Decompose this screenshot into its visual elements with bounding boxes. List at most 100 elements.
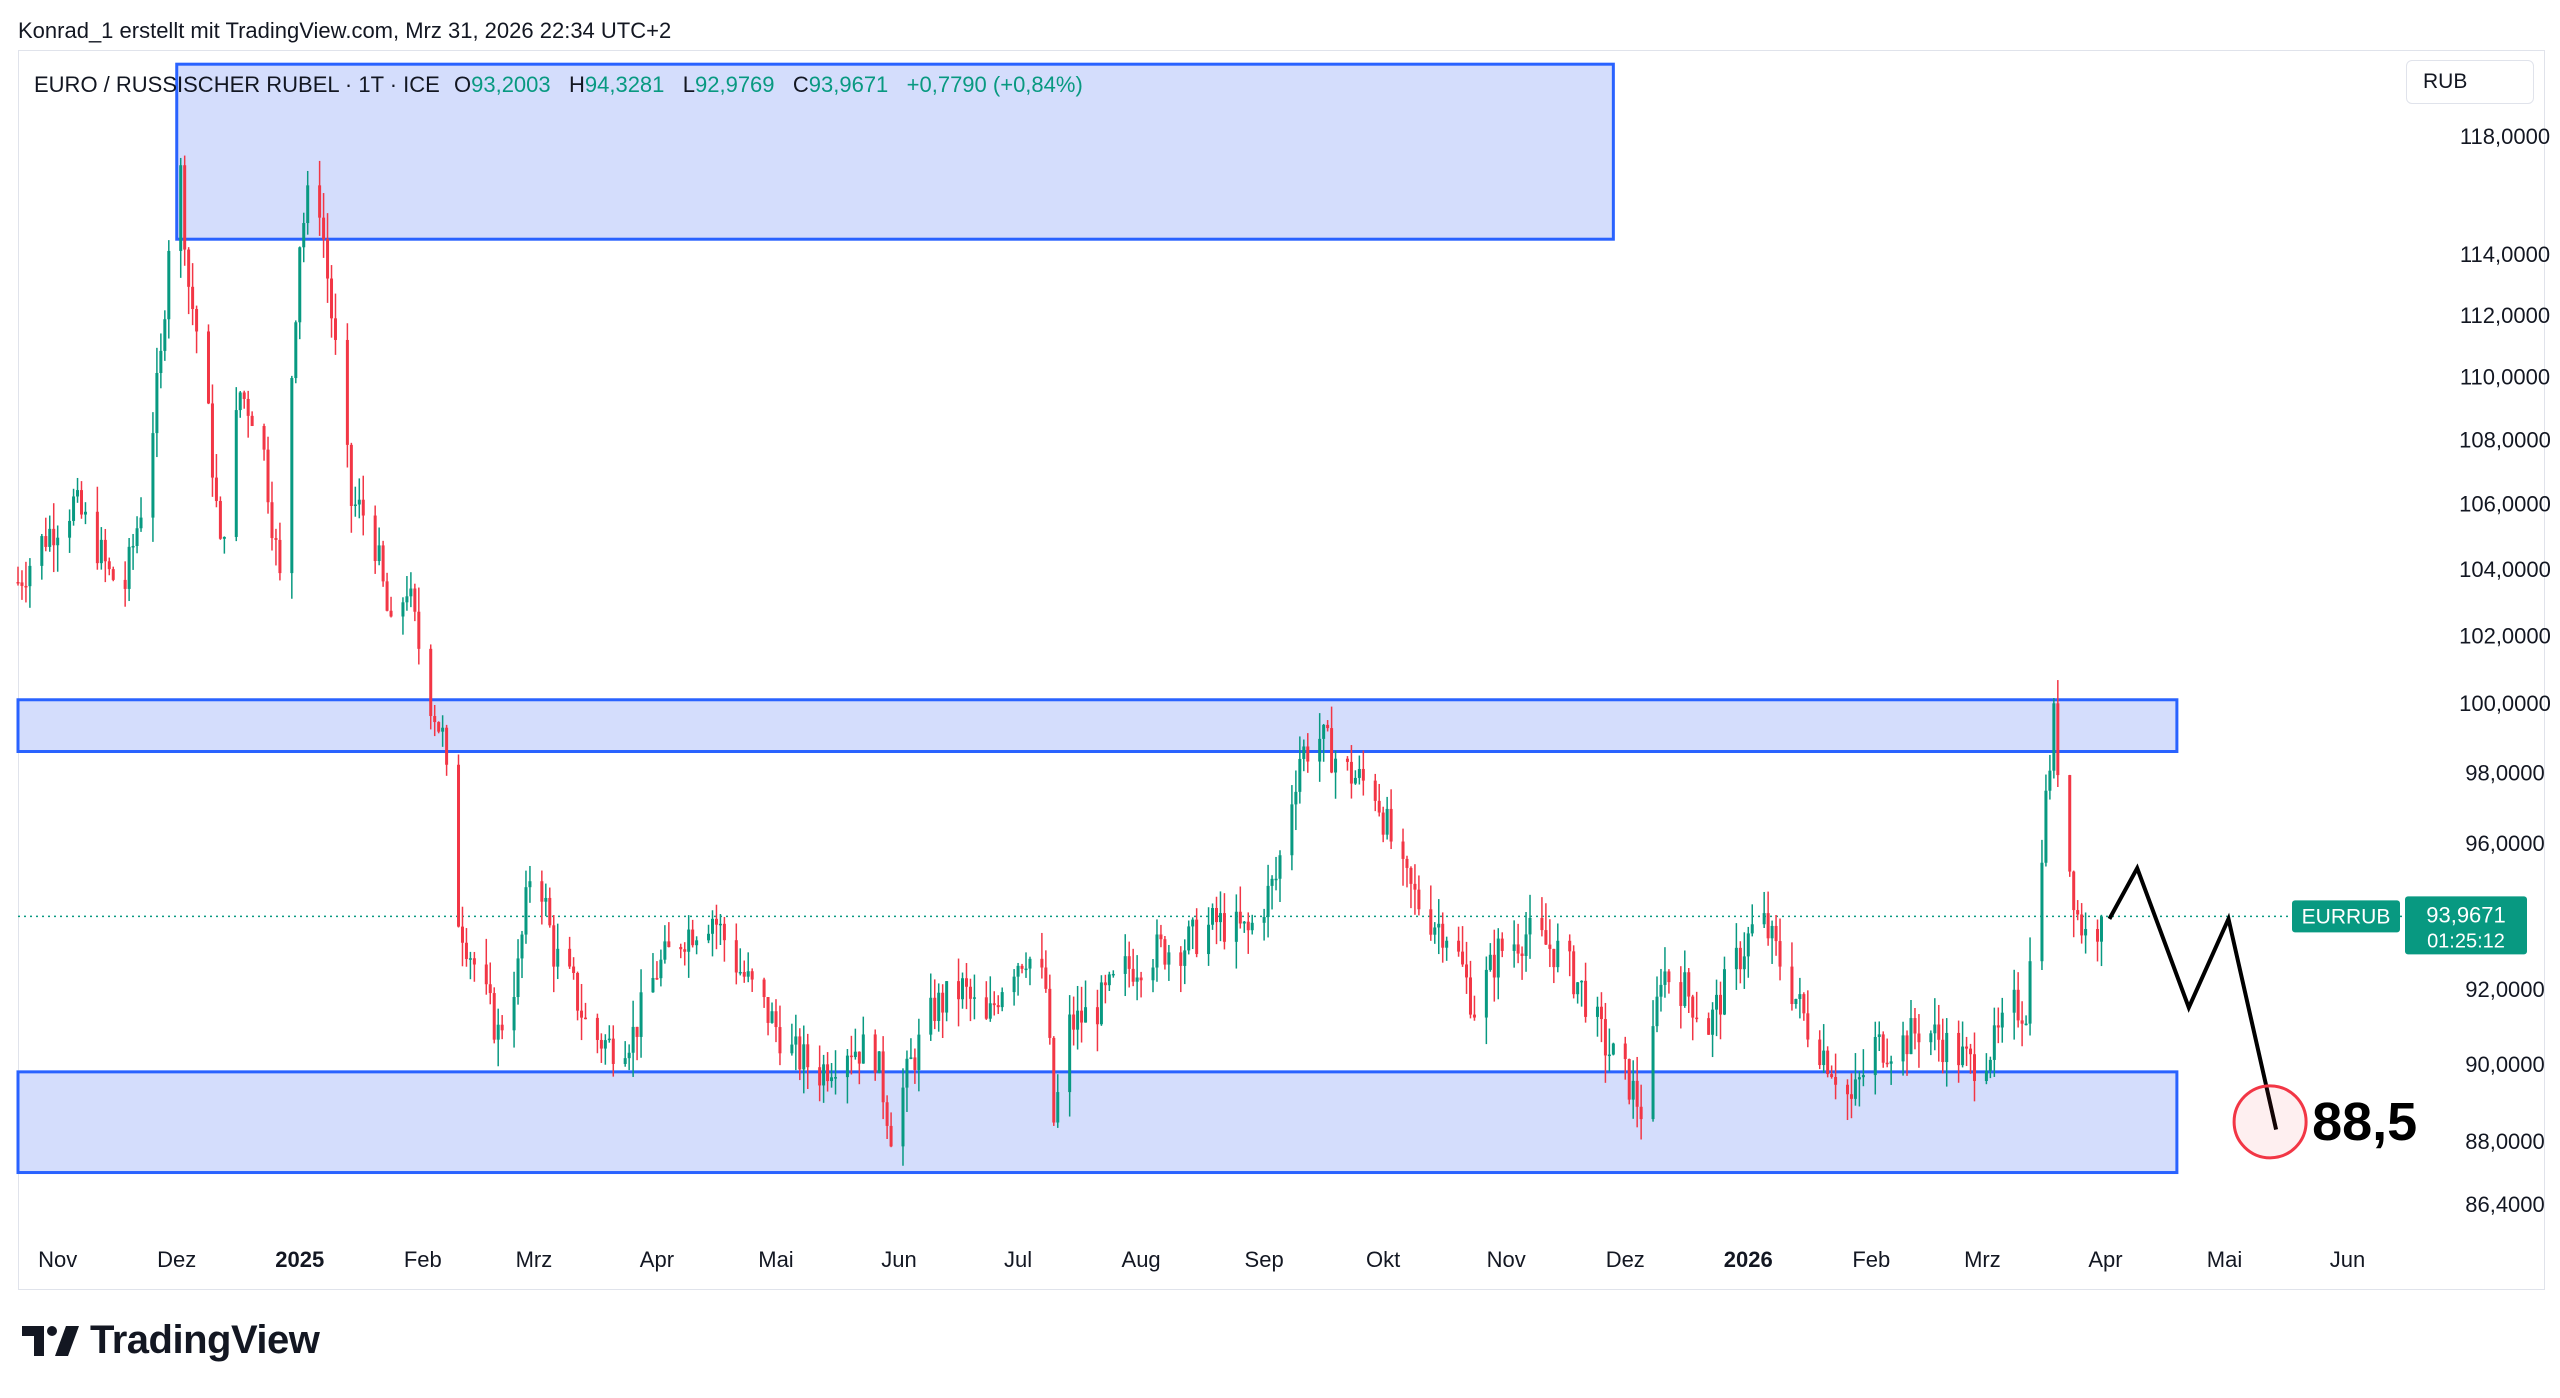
candle[interactable] — [1326, 720, 1330, 732]
candle[interactable] — [1742, 932, 1746, 989]
candle[interactable] — [1238, 886, 1242, 929]
candle[interactable] — [159, 333, 163, 389]
candle[interactable] — [1151, 958, 1155, 993]
candle[interactable] — [1992, 1007, 1996, 1077]
candle[interactable] — [1711, 1002, 1715, 1058]
candle[interactable] — [405, 576, 409, 611]
candle[interactable] — [528, 865, 532, 903]
candle[interactable] — [28, 558, 32, 608]
candle[interactable] — [552, 915, 556, 993]
candle[interactable] — [155, 347, 159, 458]
candle[interactable] — [262, 423, 266, 461]
candle[interactable] — [242, 390, 246, 409]
candle[interactable] — [544, 883, 548, 917]
candle[interactable] — [1016, 962, 1020, 996]
candle[interactable] — [1099, 975, 1103, 1026]
candle[interactable] — [2052, 698, 2056, 779]
candle[interactable] — [2040, 839, 2044, 970]
candle[interactable] — [1933, 998, 1937, 1051]
candle[interactable] — [1595, 996, 1599, 1037]
candle[interactable] — [270, 481, 274, 551]
candle[interactable] — [1072, 996, 1076, 1046]
candle[interactable] — [1631, 1060, 1635, 1119]
candle[interactable] — [1584, 962, 1588, 1023]
candle[interactable] — [1127, 941, 1131, 988]
candle[interactable] — [1969, 1043, 1973, 1074]
candle[interactable] — [770, 1002, 774, 1024]
candle[interactable] — [766, 997, 770, 1036]
candle[interactable] — [500, 1015, 504, 1040]
candle[interactable] — [1738, 941, 1742, 984]
candle[interactable] — [1715, 979, 1719, 1037]
candle[interactable] — [1135, 955, 1139, 1001]
candle[interactable] — [540, 870, 544, 925]
candle[interactable] — [746, 952, 750, 983]
tradingview-logo[interactable]: TradingView — [22, 1318, 320, 1363]
candle[interactable] — [131, 533, 135, 570]
candle[interactable] — [1111, 970, 1115, 978]
candle[interactable] — [516, 939, 520, 1005]
candle[interactable] — [2020, 1001, 2024, 1047]
candle[interactable] — [95, 486, 99, 570]
candle[interactable] — [1012, 969, 1016, 1006]
candle[interactable] — [1885, 1038, 1889, 1068]
candle[interactable] — [1465, 941, 1469, 994]
candle[interactable] — [72, 488, 76, 526]
candle[interactable] — [988, 976, 992, 1022]
candle[interactable] — [1861, 1049, 1865, 1087]
candle[interactable] — [917, 1018, 921, 1092]
candle[interactable] — [1246, 912, 1250, 954]
candle[interactable] — [1242, 920, 1246, 933]
candle[interactable] — [889, 1112, 893, 1148]
candle[interactable] — [1345, 756, 1349, 771]
candle[interactable] — [576, 971, 580, 1021]
candle[interactable] — [1945, 1018, 1949, 1087]
candle[interactable] — [1778, 918, 1782, 981]
candle[interactable] — [798, 1028, 802, 1081]
candle[interactable] — [1635, 1056, 1639, 1128]
candle[interactable] — [909, 1038, 913, 1060]
candle[interactable] — [1984, 1053, 1988, 1085]
currency-unit-button[interactable]: RUB — [2406, 60, 2534, 104]
candle[interactable] — [1274, 856, 1278, 891]
candle[interactable] — [1076, 985, 1080, 1050]
candle[interactable] — [1516, 923, 1520, 964]
candle[interactable] — [659, 949, 663, 987]
candle[interactable] — [691, 919, 695, 948]
candle[interactable] — [20, 570, 24, 600]
candle[interactable] — [580, 983, 584, 1041]
candle[interactable] — [222, 536, 226, 554]
candle[interactable] — [1131, 948, 1135, 987]
candle[interactable] — [290, 375, 294, 599]
candle[interactable] — [1433, 922, 1437, 944]
candle[interactable] — [302, 212, 306, 263]
candle[interactable] — [1492, 929, 1496, 1002]
candle[interactable] — [1445, 936, 1449, 961]
candle[interactable] — [1405, 855, 1409, 888]
candle[interactable] — [1972, 1032, 1976, 1102]
candle[interactable] — [794, 1014, 798, 1071]
candle[interactable] — [1877, 1021, 1881, 1052]
candle[interactable] — [1818, 1030, 1822, 1070]
candle[interactable] — [627, 1044, 631, 1071]
candle[interactable] — [1683, 950, 1687, 1008]
candle[interactable] — [548, 887, 552, 928]
candle[interactable] — [1123, 934, 1127, 997]
candle[interactable] — [238, 391, 242, 418]
candle[interactable] — [1568, 934, 1572, 977]
candle[interactable] — [1020, 963, 1024, 974]
candle[interactable] — [1262, 908, 1266, 941]
candle[interactable] — [1381, 806, 1385, 843]
candle[interactable] — [385, 572, 389, 612]
candle[interactable] — [48, 515, 52, 552]
candle[interactable] — [802, 1025, 806, 1094]
candle[interactable] — [381, 540, 385, 587]
candle[interactable] — [1207, 907, 1211, 966]
candle[interactable] — [429, 644, 433, 730]
candle[interactable] — [1873, 1021, 1877, 1095]
candle[interactable] — [1024, 952, 1028, 978]
candle[interactable] — [568, 936, 572, 969]
candle[interactable] — [572, 957, 576, 980]
candle[interactable] — [873, 1029, 877, 1081]
